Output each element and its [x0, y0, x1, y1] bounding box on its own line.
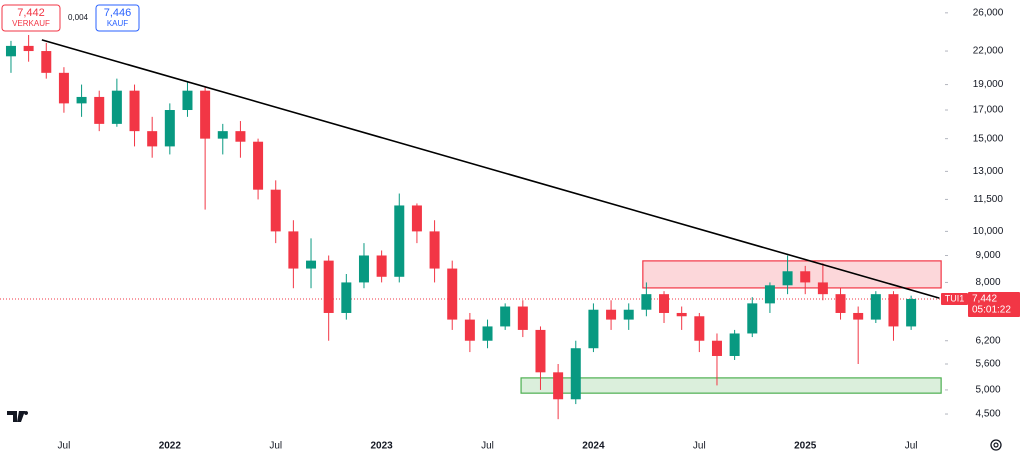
candle-body	[111, 90, 122, 124]
buy-price: 7,446	[104, 7, 132, 19]
y-tick-label: 13,000	[973, 166, 1004, 177]
candle-body	[623, 309, 634, 320]
candle-body	[147, 131, 158, 147]
candle-body	[464, 319, 475, 341]
candle-body	[694, 316, 705, 341]
y-tick-label: 22,000	[973, 46, 1004, 57]
candle-body	[200, 90, 211, 139]
candle-body	[853, 312, 864, 320]
candle-body	[376, 255, 387, 277]
zone	[520, 377, 942, 394]
candle-body	[58, 72, 69, 104]
candle-body	[5, 45, 16, 57]
candle-body	[358, 255, 369, 283]
spread: 0,004	[68, 13, 89, 22]
candle-body	[23, 45, 34, 52]
candle-body	[447, 268, 458, 320]
x-tick-label: Jul	[58, 441, 71, 452]
x-tick-label: Jul	[269, 441, 282, 452]
sell-price: 7,442	[17, 7, 45, 19]
candle-body	[253, 141, 264, 190]
candle-body	[817, 282, 828, 295]
candle-body	[41, 51, 52, 73]
candle-body	[94, 96, 105, 124]
candle-body	[270, 189, 281, 232]
price-tag	[968, 291, 1020, 317]
x-tick-label: Jul	[481, 441, 494, 452]
candle-body	[217, 131, 228, 139]
sell-label: VERKAUF	[12, 19, 50, 28]
countdown: 05:01:22	[972, 305, 1011, 316]
candle-body	[394, 205, 405, 277]
candle-body	[306, 260, 317, 269]
candle-body	[323, 260, 334, 313]
candle-body	[429, 231, 440, 269]
plot-area	[0, 34, 945, 420]
candle-body	[606, 309, 617, 320]
candle-body	[870, 294, 881, 320]
candle-body	[482, 326, 493, 341]
y-tick-label: 11,500	[973, 194, 1003, 205]
candle-body	[747, 303, 758, 334]
y-tick-label: 5,000	[975, 385, 1000, 396]
candle-body	[711, 340, 722, 356]
candle-body	[800, 271, 811, 283]
candle-body	[906, 298, 917, 327]
candle-body	[535, 329, 546, 373]
candle-body	[341, 282, 352, 313]
candle-body	[182, 90, 193, 111]
candle-body	[517, 306, 528, 330]
candle-body	[76, 96, 87, 104]
y-tick-label: 15,000	[973, 133, 1004, 144]
symbol-label: TUI1	[945, 293, 965, 303]
overlay: 7,442 VERKAUF 0,004 7,446 KAUF	[1, 4, 1002, 451]
candle-body	[588, 309, 599, 349]
settings-icon[interactable]	[990, 439, 1002, 451]
sell-button[interactable]	[1, 4, 61, 32]
buy-label: KAUF	[107, 19, 128, 28]
candle-body	[129, 90, 140, 132]
last-price-label: 7,442	[972, 294, 997, 305]
x-tick-label: 2022	[159, 441, 182, 452]
candle-body	[500, 306, 511, 327]
buy-button[interactable]	[95, 4, 140, 32]
x-tick-label: 2025	[794, 441, 817, 452]
trendline	[41, 39, 940, 299]
candle-body	[659, 294, 670, 313]
x-tick-label: 2023	[371, 441, 394, 452]
candle-body	[729, 333, 740, 356]
candle-body	[782, 271, 793, 286]
candle-body	[553, 372, 564, 400]
candle-body	[835, 294, 846, 313]
y-tick-label: 6,200	[975, 335, 1000, 346]
x-tick-label: 2024	[582, 441, 605, 452]
y-tick-label: 5,600	[975, 359, 1000, 370]
symbol-tag	[941, 292, 968, 305]
candle-body	[570, 348, 581, 400]
candle-body	[164, 110, 175, 147]
candle-body	[764, 285, 775, 304]
candle-body	[676, 312, 687, 317]
logo[interactable]	[7, 411, 29, 422]
candle-body	[888, 294, 899, 327]
y-tick-label: 19,000	[973, 79, 1004, 90]
y-tick-label: 17,000	[973, 105, 1004, 116]
candle-body	[288, 231, 299, 269]
y-tick-label: 8,000	[975, 277, 1000, 288]
x-tick-label: Jul	[693, 441, 706, 452]
candle-body	[641, 294, 652, 310]
y-tick-label: 26,000	[973, 7, 1004, 18]
y-tick-label: 9,000	[975, 250, 1000, 261]
y-tick-label: 4,500	[975, 409, 1000, 420]
candle-body	[411, 205, 422, 232]
candle-body	[235, 131, 246, 142]
x-tick-label: Jul	[905, 441, 918, 452]
y-tick-label: 10,000	[973, 226, 1004, 237]
